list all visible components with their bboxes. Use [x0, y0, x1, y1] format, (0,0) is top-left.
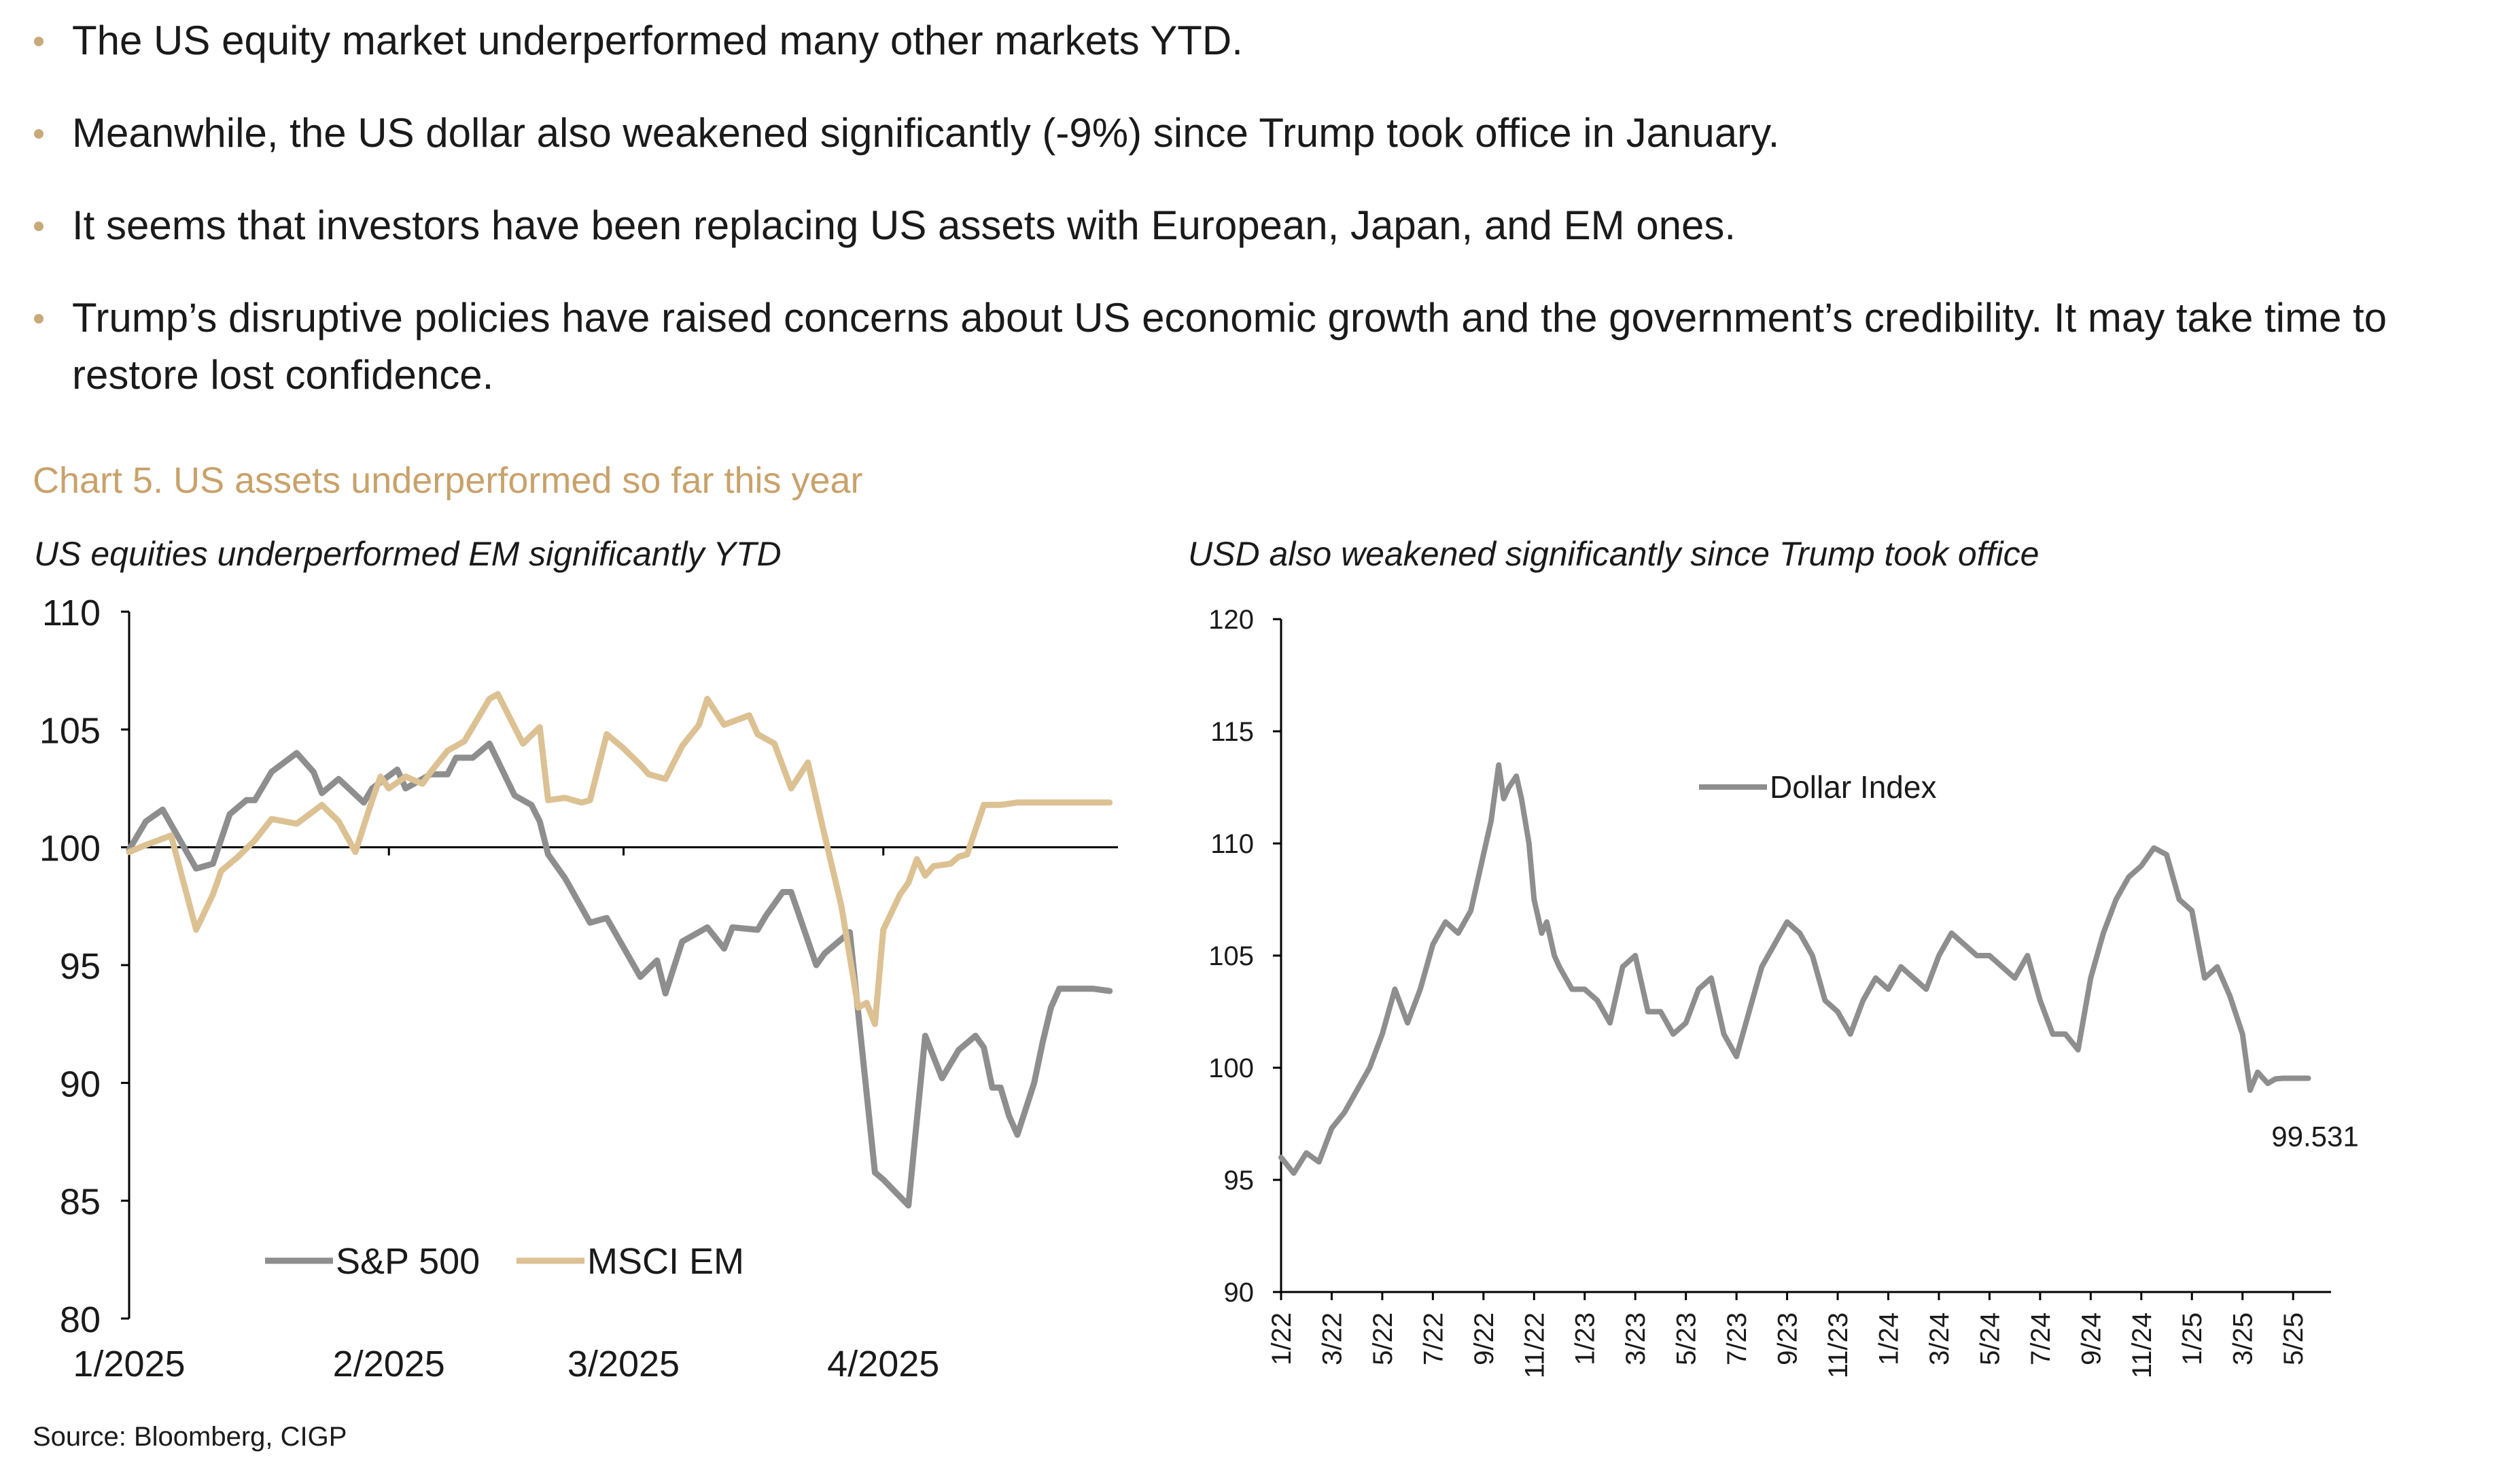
x-tick-label: 11/22 [1520, 1312, 1550, 1378]
x-tick-label: 9/22 [1469, 1312, 1499, 1365]
x-tick-label: 11/24 [2127, 1312, 2157, 1378]
bullet-item: Trump’s disruptive policies have raised … [33, 290, 2493, 404]
x-tick-label: 1/22 [1267, 1312, 1297, 1365]
x-tick-label: 3/2025 [567, 1344, 680, 1384]
dollar-index-line [1278, 762, 2311, 1176]
y-tick-label: 80 [60, 1299, 101, 1340]
y-tick-label: 90 [1224, 1278, 1255, 1308]
legend-label: Dollar Index [1770, 769, 1936, 805]
y-tick-label: 95 [1224, 1166, 1255, 1196]
y-tick-label: 100 [39, 828, 101, 869]
x-tick-label: 5/24 [1975, 1312, 2005, 1365]
sp500-line [126, 740, 1113, 1209]
bullet-item: Meanwhile, the US dollar also weakened s… [33, 105, 2493, 162]
dollar-chart: 90 95 100 105 110 115 120 1/22 3/22 5/22 7/22 9/22 1… [1208, 605, 2358, 1378]
legend-label: S&P 500 [336, 1241, 480, 1282]
x-tick-label: 7/22 [1418, 1312, 1448, 1365]
y-tick-label: 85 [60, 1182, 101, 1223]
y-tick-label: 90 [60, 1064, 101, 1104]
y-tick-label: 95 [60, 946, 101, 987]
y-tick-label: 105 [39, 710, 101, 751]
x-tick-label: 2/2025 [333, 1344, 445, 1384]
x-tick-label: 1/23 [1571, 1312, 1600, 1365]
x-tick-label: 4/2025 [827, 1344, 939, 1384]
x-tick-label: 1/2025 [73, 1344, 185, 1384]
y-tick-label: 100 [1208, 1053, 1254, 1083]
y-tick-label: 110 [1210, 829, 1254, 859]
source-note: Source: Bloomberg, CIGP [33, 1422, 347, 1452]
y-tick-label: 105 [1208, 941, 1254, 971]
bullet-item: The US equity market underperformed many… [33, 12, 2493, 69]
msci-em-line [126, 691, 1113, 1028]
x-tick-label: 1/24 [1874, 1312, 1904, 1365]
x-tick-label: 3/24 [1925, 1312, 1955, 1365]
x-tick-label: 7/24 [2026, 1312, 2056, 1365]
y-tick-label: 110 [42, 593, 101, 633]
x-tick-label: 7/23 [1722, 1312, 1752, 1365]
x-tick-label: 9/24 [2076, 1312, 2106, 1365]
chart-heading: Chart 5. US assets underperformed so far… [33, 460, 863, 501]
x-tick-label: 5/25 [2279, 1312, 2309, 1365]
right-chart-title: USD also weakened significantly since Tr… [1188, 535, 2040, 573]
x-tick-label: 3/22 [1317, 1312, 1347, 1365]
x-tick-label: 11/23 [1823, 1312, 1853, 1378]
x-tick-label: 1/25 [2177, 1312, 2207, 1365]
left-chart-title: US equities underperformed EM significan… [34, 535, 782, 573]
x-tick-label: 9/23 [1773, 1312, 1803, 1365]
y-tick-label: 115 [1210, 717, 1254, 747]
equity-chart: 80 85 90 95 100 105 110 1/2025 2/2025 3/2025 4/202… [39, 593, 1118, 1384]
x-tick-label: 3/25 [2228, 1312, 2258, 1365]
x-tick-label: 3/23 [1621, 1312, 1651, 1365]
bullet-list: The US equity market underperformed many… [33, 12, 2493, 439]
y-tick-label: 120 [1208, 605, 1254, 635]
legend-label: MSCI EM [587, 1241, 744, 1282]
x-tick-label: 5/22 [1368, 1312, 1398, 1365]
x-tick-label: 5/23 [1672, 1312, 1702, 1365]
bullet-item: It seems that investors have been replac… [33, 197, 2493, 254]
last-value-label: 99.531 [2271, 1121, 2358, 1153]
